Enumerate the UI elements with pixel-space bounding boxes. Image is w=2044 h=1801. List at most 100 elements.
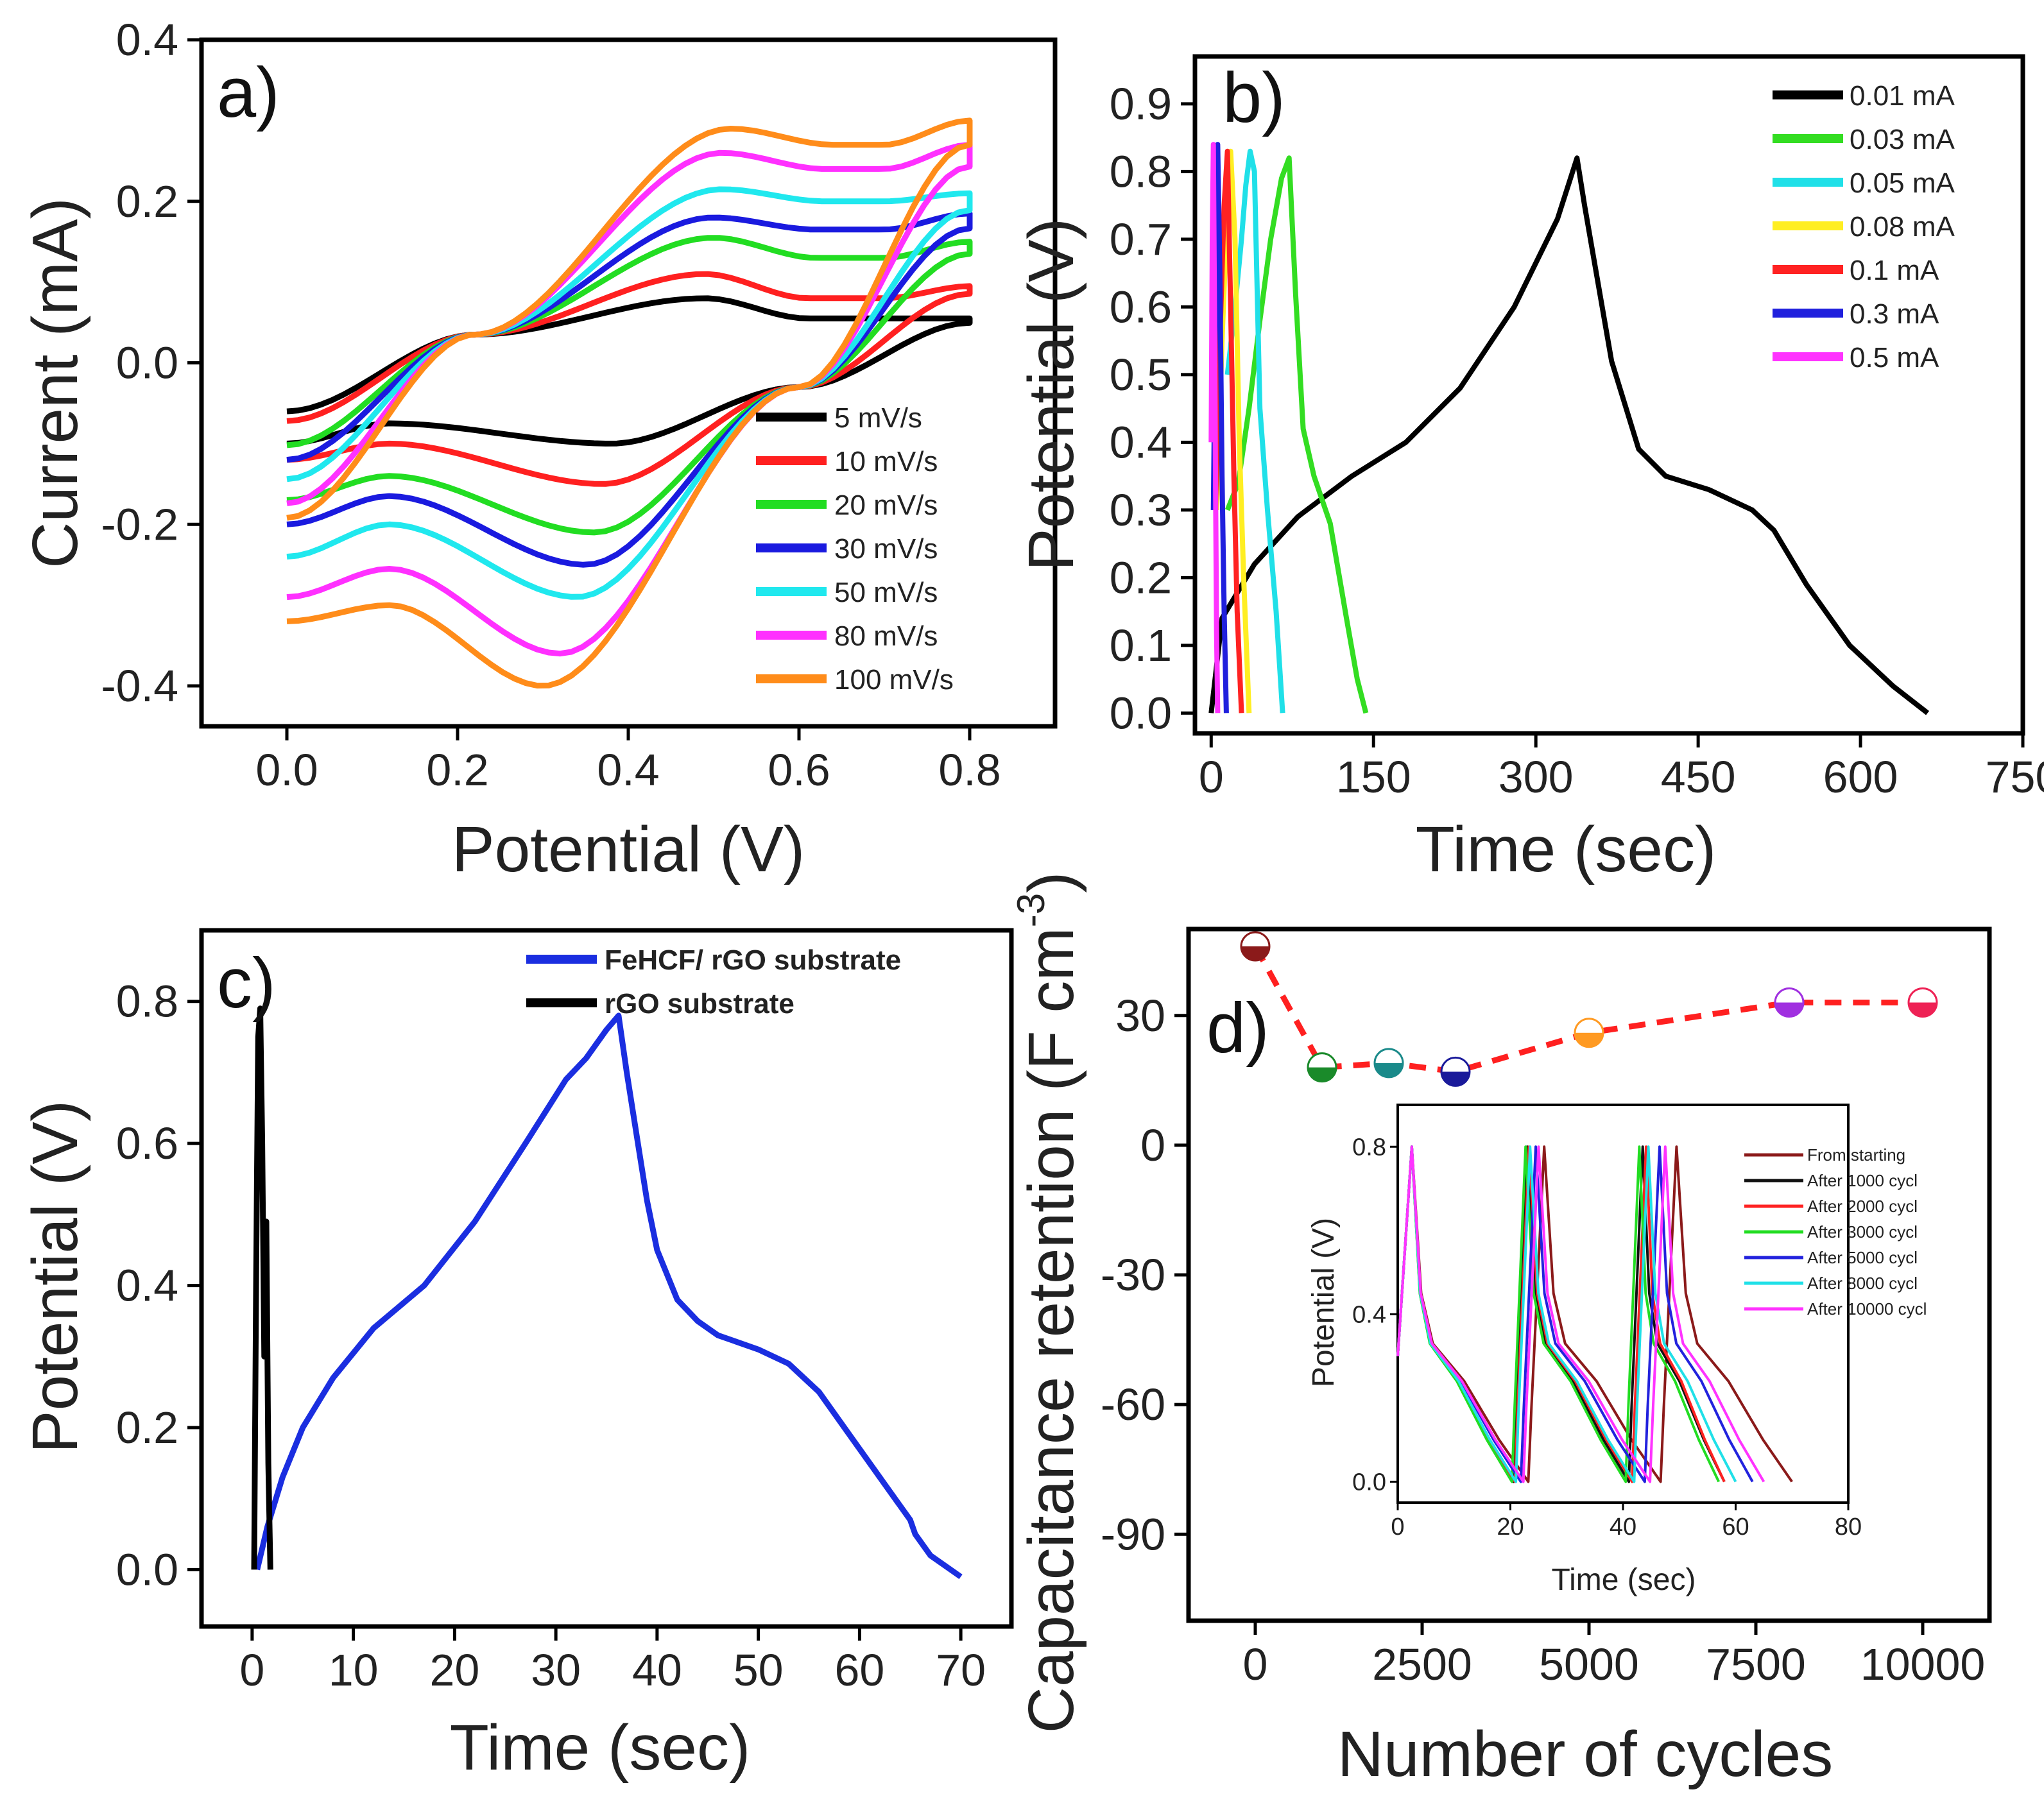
panel-d-xtick-label: 7500 [1706,1639,1806,1689]
panel-c-ticks: 0 10 20 30 40 50 60 70 0.0 0.2 0.4 0.6 0.8 [116,977,986,1695]
panel-a-ytick-label: 0.2 [116,176,178,226]
panel-d-xtick-label: 2500 [1372,1639,1472,1689]
panel-a-legend-label: 80 mV/s [834,620,938,652]
panel-b-xlabel: Time (sec) [1416,814,1717,885]
panel-a-xtick-label: 0.8 [938,745,1001,795]
panel-a-xtick-label: 0.0 [255,745,318,795]
panel-d-point-fill [1909,1002,1937,1017]
inset-xtick-label: 0 [1391,1514,1404,1541]
inset-legend-label: After 3000 cycl [1807,1222,1918,1242]
panel-b-series-group [1208,142,1930,715]
panel-c-series-group [251,1005,963,1580]
panel-a-legend-label: 100 mV/s [834,664,954,696]
panel-d-point-fill [1241,946,1269,960]
panel-b-legend-label: 0.08 mA [1850,211,1955,243]
inset-xtick-label: 20 [1497,1514,1524,1541]
inset-ytick-label: 0.8 [1352,1134,1386,1161]
panel-d-ytick-label: 0 [1140,1120,1165,1170]
panel-a-ticks: 0.0 0.2 0.4 0.6 0.8 -0.4 -0.2 0.0 0.2 0.4 [101,15,1001,795]
panel-d-ylabel-close: ) [1015,872,1087,893]
panel-b-ytick-label: 0.4 [1110,417,1172,467]
panel-d-point [1907,987,1938,1018]
panel-b-legend-label: 0.03 mA [1850,124,1955,155]
panel-b-xtick-label: 300 [1499,752,1574,802]
panel-d-ytick-label: -90 [1101,1509,1165,1559]
panel-c-gcd-comparison: 0 10 20 30 40 50 60 70 0.0 0.2 0.4 0.6 0.8 FeHCF/ rG… [19,928,1014,1784]
panel-b-ytick-label: 0.9 [1110,79,1172,129]
panel-a-ytick-label: -0.2 [101,499,178,549]
panel-d-label: d) [1207,989,1269,1068]
panel-a-legend: 5 mV/s 10 mV/s 20 mV/s 30 mV/s 50 mV/s 80 mV/… [756,402,954,696]
panel-c-ytick-label: 0.8 [116,977,178,1027]
panel-d-point-fill [1575,1032,1603,1047]
panel-c-ytick-label: 0.4 [116,1261,178,1311]
inset-series-group [1396,1145,1793,1483]
panel-c-xtick-label: 30 [531,1645,581,1695]
panel-b-series-line [1208,142,1221,713]
inset-legend-label: After 8000 cycl [1807,1274,1918,1293]
inset-xtick-label: 60 [1722,1514,1749,1541]
panel-c-ytick-label: 0.2 [116,1403,178,1453]
panel-a-legend-label: 10 mV/s [834,446,938,477]
inset-legend: From starting After 1000 cycl After 2000 c… [1744,1145,1927,1319]
panel-b-legend-label: 0.05 mA [1850,167,1955,199]
panel-d-point-fill [1375,1063,1403,1077]
panel-c-ytick-label: 0.0 [116,1544,178,1594]
inset-xtick-label: 80 [1835,1514,1862,1541]
panel-b-ytick-label: 0.6 [1110,282,1172,332]
panel-b-xtick-label: 150 [1336,752,1411,802]
panel-d-xtick-label: 0 [1243,1639,1268,1689]
panel-d-point [1373,1048,1404,1079]
panel-c-legend-label: FeHCF/ rGO substrate [605,944,901,976]
panel-d-point [1240,931,1271,962]
panel-c-xtick-label: 10 [329,1645,379,1695]
inset-xlabel: Time (sec) [1552,1563,1696,1597]
panel-a-xtick-label: 0.6 [768,745,830,795]
panel-c-ytick-label: 0.6 [116,1118,178,1168]
inset-series-line [1396,1145,1765,1483]
panel-b-series-line [1224,155,1369,714]
panel-c-xtick-label: 0 [239,1645,264,1695]
panel-d-point [1774,987,1805,1018]
panel-a-xlabel: Potential (V) [452,814,805,885]
panel-d-inset: 0 20 40 60 80 0.0 0.4 0.8 From starting After 10… [1307,1104,1927,1597]
panel-b-ytick-label: 0.7 [1110,214,1172,264]
inset-legend-label: After 10000 cycl [1807,1299,1927,1319]
panel-c-xlabel: Time (sec) [450,1712,751,1784]
inset-ytick-label: 0.0 [1352,1469,1386,1496]
panel-b-xtick-label: 750 [1986,752,2044,802]
panel-b-xtick-label: 0 [1199,752,1224,802]
panel-d-ticks: 0 2500 5000 7500 10000 -90 -60 -30 0 30 [1101,991,1986,1689]
panel-d-ytick-label: 30 [1115,991,1165,1041]
panel-a-cv-curves: 0.0 0.2 0.4 0.6 0.8 -0.4 -0.2 0.0 0.2 0.4 5 mV/s 1… [19,15,1058,885]
panel-d-point-fill [1308,1067,1336,1082]
panel-b-ytick-label: 0.8 [1110,146,1172,196]
inset-xtick-label: 40 [1610,1514,1636,1541]
inset-legend-label: After 5000 cycl [1807,1248,1918,1267]
panel-a-legend-label: 50 mV/s [834,577,938,608]
panel-c-ylabel: Potential (V) [19,1100,91,1453]
panel-d-dashed-line [1253,944,1923,1075]
panel-c-xtick-label: 20 [429,1645,479,1695]
inset-legend-label: After 2000 cycl [1807,1197,1918,1216]
panel-d-series-group [1240,931,1938,1087]
panel-b-legend-label: 0.3 mA [1850,298,1939,330]
panel-d-point [1574,1018,1604,1048]
panel-a-ytick-label: 0.4 [116,15,178,65]
panel-a-series-line [286,117,973,689]
inset-ytick-label: 0.4 [1352,1301,1386,1328]
panel-b-legend-label: 0.5 mA [1850,342,1939,373]
panel-b-ytick-label: 0.5 [1110,350,1172,400]
panel-a-legend-label: 30 mV/s [834,533,938,565]
panel-b-ytick-label: 0.1 [1110,620,1172,670]
panel-d-ylabel-group: Capacitance retention (F cm-3) [1009,872,1087,1734]
panel-c-xtick-label: 60 [834,1645,884,1695]
panel-b-gcd-curves: 0 150 300 450 600 750 0.0 0.1 0.2 0.3 0.4 0.5 0.6 0.7… [1015,54,2044,885]
panel-a-ytick-label: -0.4 [101,661,178,711]
panel-b-ytick-label: 0.0 [1110,688,1172,738]
inset-ticks: 0 20 40 60 80 0.0 0.4 0.8 [1352,1134,1862,1541]
panel-c-legend-label: rGO substrate [605,988,794,1020]
panel-b-ticks: 0 150 300 450 600 750 0.0 0.1 0.2 0.3 0.4 0.5 0.6 0.7… [1110,79,2044,802]
panel-d-ylabel-sup: -3 [1009,893,1052,927]
